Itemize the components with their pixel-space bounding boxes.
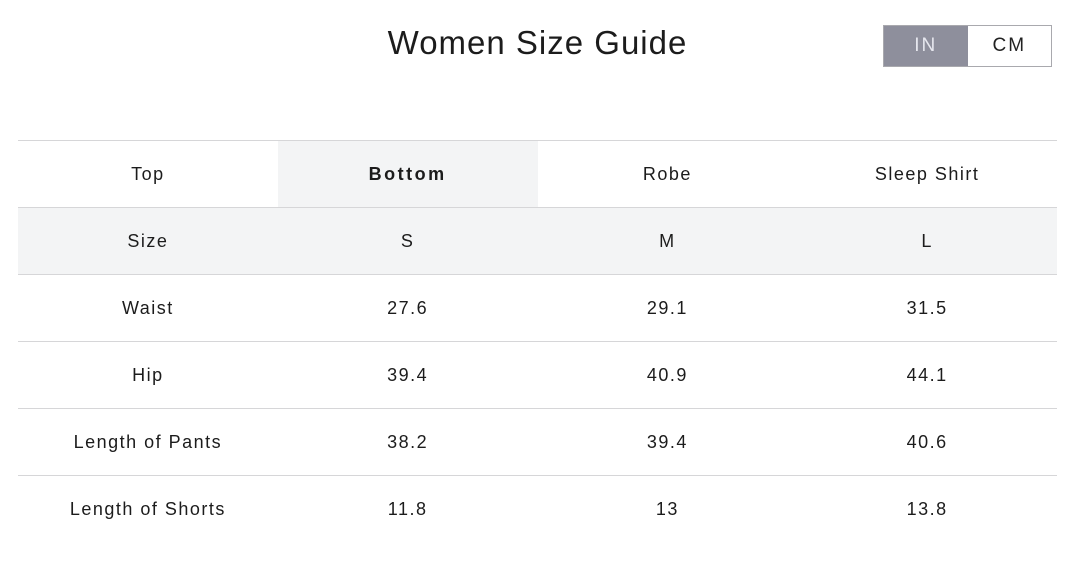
page-title: Women Size Guide xyxy=(387,24,688,61)
header-cell: Size xyxy=(18,207,278,275)
unit-in-button[interactable]: IN xyxy=(884,26,968,66)
unit-toggle[interactable]: IN CM xyxy=(883,25,1052,67)
header-cell: S xyxy=(277,207,538,275)
row-label: Hip xyxy=(18,341,278,409)
header-cell: M xyxy=(537,207,798,275)
size-table: Top Bottom Robe Sleep Shirt Size S M L W… xyxy=(18,140,1057,542)
table-cell: 40.6 xyxy=(797,408,1057,476)
unit-cm-button[interactable]: CM xyxy=(967,26,1051,66)
table-cell: 39.4 xyxy=(537,408,798,476)
table-cell: 11.8 xyxy=(277,475,538,542)
row-label: Length of Pants xyxy=(18,408,278,476)
tab-sleep-shirt[interactable]: Sleep Shirt xyxy=(797,140,1057,208)
table-cell: 31.5 xyxy=(797,274,1057,342)
table-cell: 27.6 xyxy=(277,274,538,342)
table-cell: 39.4 xyxy=(277,341,538,409)
table-cell: 13 xyxy=(537,475,798,542)
table-cell: 38.2 xyxy=(277,408,538,476)
tab-bottom[interactable]: Bottom xyxy=(277,140,538,208)
header-cell: L xyxy=(797,207,1057,275)
table-row: Length of Shorts 11.8 13 13.8 xyxy=(18,475,1057,542)
size-header-row: Size S M L xyxy=(18,207,1057,275)
table-row: Waist 27.6 29.1 31.5 xyxy=(18,274,1057,342)
tab-top[interactable]: Top xyxy=(18,140,278,208)
table-row: Hip 39.4 40.9 44.1 xyxy=(18,341,1057,409)
tab-robe[interactable]: Robe xyxy=(537,140,798,208)
row-label: Waist xyxy=(18,274,278,342)
table-cell: 29.1 xyxy=(537,274,798,342)
table-cell: 13.8 xyxy=(797,475,1057,542)
table-row: Length of Pants 38.2 39.4 40.6 xyxy=(18,408,1057,476)
row-label: Length of Shorts xyxy=(18,475,278,542)
table-cell: 44.1 xyxy=(797,341,1057,409)
category-tabs: Top Bottom Robe Sleep Shirt xyxy=(18,140,1057,208)
table-cell: 40.9 xyxy=(537,341,798,409)
